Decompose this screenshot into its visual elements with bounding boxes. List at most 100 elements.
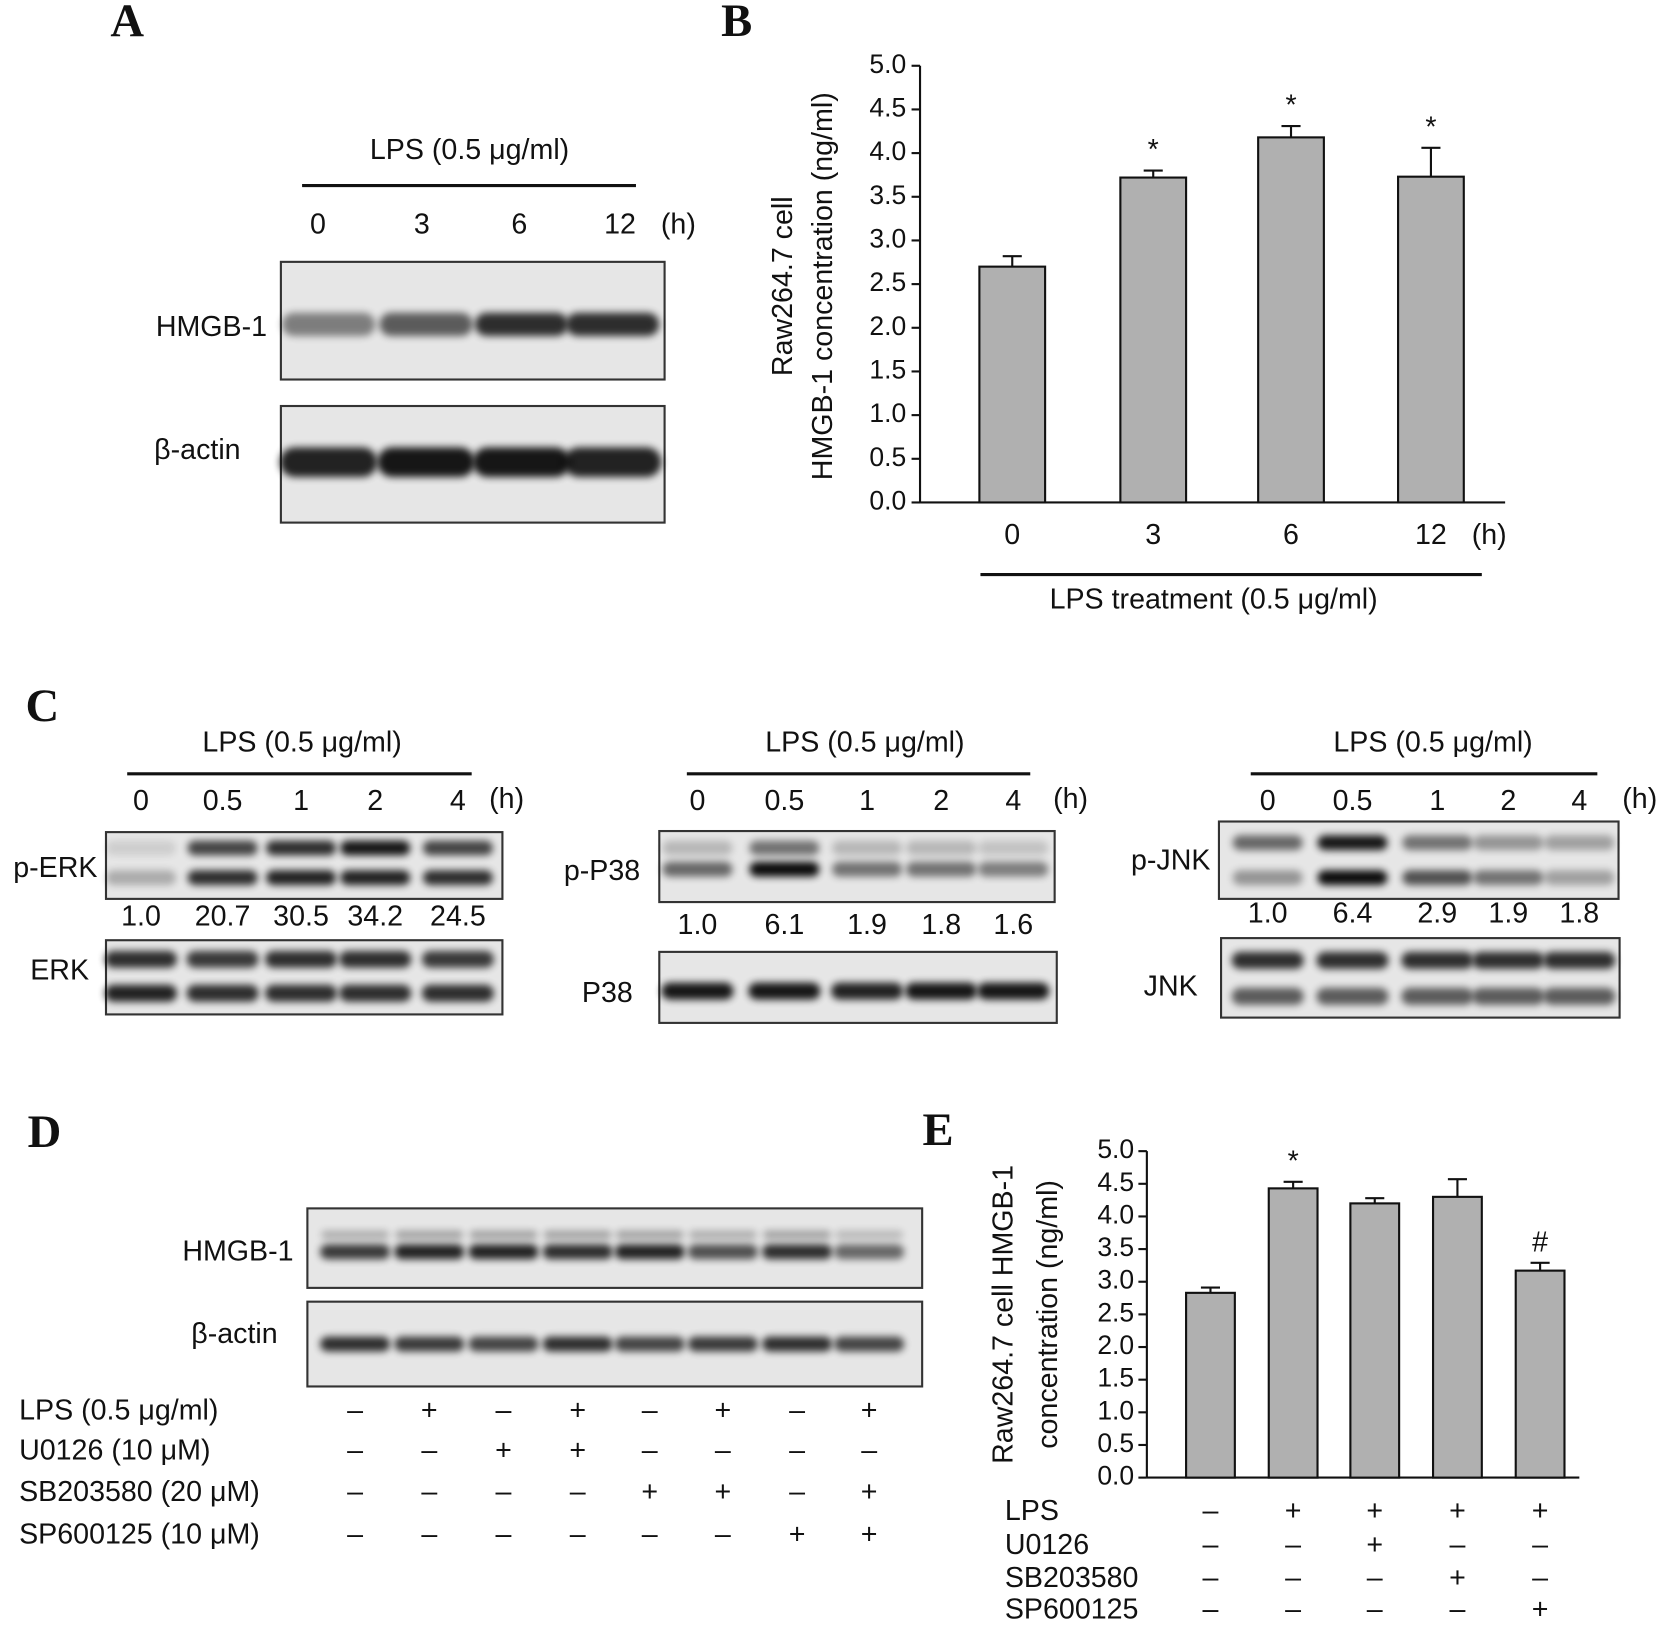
band bbox=[831, 982, 904, 1000]
y-axis-label: concentration (ng/ml) bbox=[1032, 1180, 1064, 1449]
treatment-sign: + bbox=[1285, 1495, 1302, 1527]
band bbox=[1232, 870, 1303, 886]
row-label: p-JNK bbox=[1131, 844, 1211, 876]
treatment-sign: – bbox=[421, 1518, 437, 1550]
band bbox=[834, 1336, 905, 1352]
y-tick-label: 4.5 bbox=[869, 92, 906, 122]
time-label: 12 bbox=[604, 208, 636, 240]
y-tick-label: 1.0 bbox=[1097, 1395, 1134, 1425]
treatment-sign: – bbox=[642, 1394, 658, 1426]
treatment-sign: + bbox=[861, 1394, 878, 1426]
treatment-name: LPS bbox=[1005, 1495, 1059, 1527]
band bbox=[468, 1336, 539, 1352]
annotation: * bbox=[1285, 90, 1296, 122]
ratio-label: 34.2 bbox=[347, 901, 403, 933]
treatment-name: U0126 (10 μM) bbox=[19, 1435, 210, 1467]
band bbox=[614, 1244, 685, 1260]
band bbox=[1402, 870, 1473, 886]
time-unit: (h) bbox=[1622, 783, 1657, 815]
row-label: ERK bbox=[30, 955, 89, 987]
treatment-sign: + bbox=[1366, 1495, 1383, 1527]
band bbox=[1316, 951, 1389, 969]
y-tick-label: 2.0 bbox=[869, 311, 906, 341]
band bbox=[661, 982, 734, 1000]
ratio-label: 6.4 bbox=[1333, 897, 1373, 929]
band bbox=[1316, 987, 1389, 1005]
y-tick-label: 5.0 bbox=[869, 49, 906, 79]
x-unit: (h) bbox=[1472, 519, 1507, 551]
ratio-label: 6.1 bbox=[764, 909, 804, 941]
band bbox=[905, 982, 978, 1000]
treatment-sign: + bbox=[1532, 1594, 1549, 1625]
treatment-sign: – bbox=[570, 1476, 586, 1508]
band bbox=[749, 861, 820, 877]
treatment-sign: – bbox=[1449, 1529, 1465, 1561]
bar bbox=[1185, 1291, 1236, 1479]
band bbox=[835, 1230, 904, 1240]
treatment-sign: – bbox=[1532, 1529, 1548, 1561]
error-bar bbox=[1447, 1178, 1467, 1197]
x-tick-label: 12 bbox=[1415, 519, 1447, 551]
ratio-label: 1.8 bbox=[1559, 897, 1599, 929]
band bbox=[1231, 987, 1304, 1005]
y-axis-label: HMGB-1 concentration (ng/ml) bbox=[807, 92, 839, 480]
band bbox=[614, 1336, 685, 1352]
treatment-sign: – bbox=[496, 1476, 512, 1508]
y-tick-label: 3.5 bbox=[869, 180, 906, 210]
band bbox=[320, 1244, 391, 1260]
band bbox=[394, 1244, 465, 1260]
y-tick-label: 0.0 bbox=[1097, 1461, 1134, 1491]
time-label: 4 bbox=[1005, 785, 1021, 817]
y-tick-label: 2.5 bbox=[869, 267, 906, 297]
band bbox=[105, 840, 176, 856]
treatment-sign: + bbox=[861, 1518, 878, 1550]
error-bar bbox=[1200, 1286, 1221, 1293]
error-bar bbox=[1530, 1261, 1550, 1271]
panel-label: A bbox=[110, 0, 144, 47]
band bbox=[978, 861, 1049, 877]
band bbox=[1472, 951, 1545, 969]
band bbox=[906, 840, 977, 856]
band bbox=[1543, 951, 1616, 969]
treatment-sign: – bbox=[1449, 1594, 1465, 1625]
treatment-sign: – bbox=[789, 1394, 805, 1426]
band bbox=[266, 870, 337, 886]
band bbox=[662, 840, 733, 856]
y-tick-label: 3.0 bbox=[869, 223, 906, 253]
band bbox=[1231, 951, 1304, 969]
treatment-sign: – bbox=[715, 1518, 731, 1550]
error-bar bbox=[1143, 169, 1163, 178]
ratio-label: 20.7 bbox=[195, 901, 251, 933]
time-unit: (h) bbox=[489, 783, 524, 815]
band bbox=[688, 1230, 757, 1240]
time-label: 0 bbox=[133, 785, 149, 817]
band bbox=[662, 861, 733, 877]
band bbox=[978, 840, 1049, 856]
band bbox=[379, 312, 473, 337]
time-label: 2 bbox=[1500, 785, 1516, 817]
bar bbox=[1397, 175, 1465, 504]
treatment-sign: – bbox=[1203, 1495, 1219, 1527]
band bbox=[468, 1244, 539, 1260]
treatment-sign: – bbox=[496, 1394, 512, 1426]
treatment-sign: – bbox=[347, 1394, 363, 1426]
time-label: 3 bbox=[414, 208, 430, 240]
band bbox=[421, 984, 494, 1002]
treatment-name: SP600125 bbox=[1005, 1594, 1139, 1625]
error-bar bbox=[1281, 124, 1301, 138]
treatment-sign: – bbox=[1203, 1529, 1219, 1561]
annotation: # bbox=[1532, 1226, 1548, 1258]
blot-header: LPS (0.5 μg/ml) bbox=[202, 727, 401, 759]
band bbox=[187, 840, 258, 856]
band bbox=[266, 840, 337, 856]
band bbox=[748, 982, 821, 1000]
annotation: * bbox=[1288, 1145, 1299, 1177]
treatment-sign: + bbox=[861, 1476, 878, 1508]
blot bbox=[1220, 937, 1621, 1019]
bar bbox=[1267, 1187, 1319, 1479]
y-tick-label: 4.5 bbox=[1097, 1167, 1134, 1197]
treatment-sign: + bbox=[789, 1518, 806, 1550]
treatment-sign: – bbox=[347, 1476, 363, 1508]
panel-label: E bbox=[923, 1104, 954, 1156]
